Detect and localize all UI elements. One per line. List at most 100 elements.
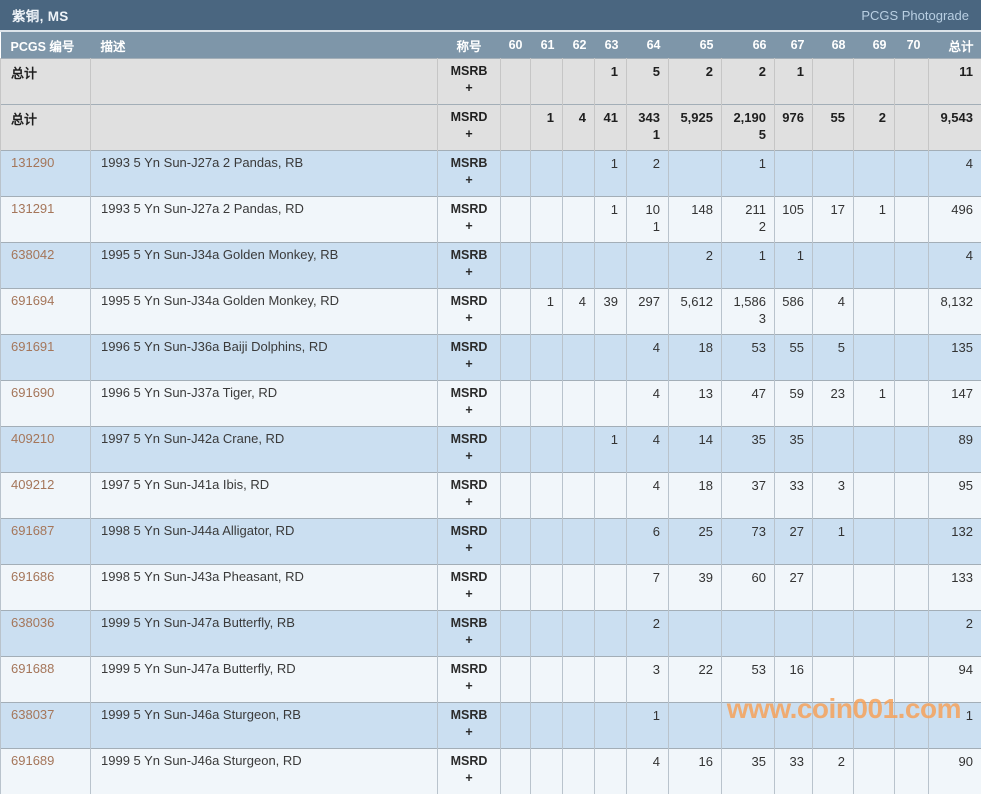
coin-description: 1999 5 Yn Sun-J46a Sturgeon, RB: [91, 703, 438, 749]
grade-63-count: 1: [595, 151, 627, 197]
grade-66-count: 35: [722, 749, 775, 794]
grade-67-count: [775, 611, 813, 657]
grade-62-count: [563, 243, 595, 289]
row-total: 95: [929, 473, 981, 519]
designation-cell: MSRD+: [438, 565, 501, 611]
grade-67-count: 27: [775, 565, 813, 611]
designation-cell: MSRD+: [438, 381, 501, 427]
grade-60-count: [501, 59, 531, 105]
grade-68-count: [813, 657, 854, 703]
grade-63-count: 1: [595, 197, 627, 243]
grade-63-count: [595, 611, 627, 657]
grade-69-count: [854, 289, 895, 335]
grade-68-count: 2: [813, 749, 854, 794]
grade-68-count: 17: [813, 197, 854, 243]
column-header-61: 61: [531, 32, 563, 59]
grade-64-count: 3: [627, 657, 669, 703]
grade-61-count: [531, 473, 563, 519]
pcgs-number-link[interactable]: 691687: [11, 523, 54, 538]
column-header-67: 67: [775, 32, 813, 59]
pcgs-number-link[interactable]: 691689: [11, 753, 54, 768]
grade-68-count: 5: [813, 335, 854, 381]
grade-61-count: [531, 243, 563, 289]
grade-67-count: [775, 151, 813, 197]
grade-68-count: [813, 427, 854, 473]
grade-69-count: [854, 151, 895, 197]
grade-61-count: [531, 611, 563, 657]
pcgs-number-link[interactable]: 131290: [11, 155, 54, 170]
total-row-label: 总计: [1, 105, 91, 151]
pcgs-number-link[interactable]: 638036: [11, 615, 54, 630]
designation-cell: MSRB+: [438, 703, 501, 749]
grade-70-count: [895, 427, 929, 473]
designation-cell: MSRD+: [438, 749, 501, 794]
row-total: 135: [929, 335, 981, 381]
grade-70-count: [895, 105, 929, 151]
grade-61-count: [531, 565, 563, 611]
row-total: 89: [929, 427, 981, 473]
pcgs-number-link[interactable]: 131291: [11, 201, 54, 216]
grade-61-count: [531, 151, 563, 197]
grade-66-count: [722, 611, 775, 657]
pcgs-number-link[interactable]: 691690: [11, 385, 54, 400]
grade-68-count: 1: [813, 519, 854, 565]
grade-63-count: [595, 657, 627, 703]
designation-cell: MSRB+: [438, 151, 501, 197]
row-total: 4: [929, 243, 981, 289]
column-header-60: 60: [501, 32, 531, 59]
grade-70-count: [895, 151, 929, 197]
pcgs-number-link[interactable]: 691694: [11, 293, 54, 308]
grade-70-count: [895, 657, 929, 703]
grade-64-count: 297: [627, 289, 669, 335]
grade-64-count: 4: [627, 381, 669, 427]
row-total: 8,132: [929, 289, 981, 335]
pcgs-number-cell: 409212: [1, 473, 91, 519]
pcgs-number-link[interactable]: 638037: [11, 707, 54, 722]
photograde-link[interactable]: PCGS Photograde: [861, 8, 969, 23]
designation-cell: MSRD+: [438, 519, 501, 565]
grade-66-count: 37: [722, 473, 775, 519]
pcgs-number-cell: 691690: [1, 381, 91, 427]
grade-66-count: 60: [722, 565, 775, 611]
pcgs-number-cell: 691686: [1, 565, 91, 611]
column-header-65: 65: [669, 32, 722, 59]
coin-description: [91, 59, 438, 105]
grade-60-count: [501, 519, 531, 565]
grade-60-count: [501, 197, 531, 243]
pcgs-number-link[interactable]: 691688: [11, 661, 54, 676]
grade-64-count: 4: [627, 335, 669, 381]
grade-62-count: [563, 151, 595, 197]
grade-62-count: [563, 657, 595, 703]
grade-69-count: [854, 565, 895, 611]
designation-cell: MSRB+: [438, 59, 501, 105]
grade-61-count: [531, 59, 563, 105]
grade-64-count: 4: [627, 473, 669, 519]
grade-70-count: [895, 565, 929, 611]
coin-description: 1993 5 Yn Sun-J27a 2 Pandas, RD: [91, 197, 438, 243]
grade-63-count: [595, 749, 627, 794]
pcgs-number-cell: 409210: [1, 427, 91, 473]
grade-60-count: [501, 105, 531, 151]
pcgs-number-link[interactable]: 638042: [11, 247, 54, 262]
row-total: 147: [929, 381, 981, 427]
pcgs-number-link[interactable]: 409212: [11, 477, 54, 492]
grade-60-count: [501, 243, 531, 289]
grade-66-count: 53: [722, 657, 775, 703]
grade-69-count: [854, 243, 895, 289]
row-total: 1: [929, 703, 981, 749]
pcgs-number-cell: 691694: [1, 289, 91, 335]
grade-61-count: 1: [531, 289, 563, 335]
pcgs-number-link[interactable]: 691691: [11, 339, 54, 354]
grade-69-count: [854, 473, 895, 519]
pcgs-number-link[interactable]: 691686: [11, 569, 54, 584]
pcgs-number-link[interactable]: 409210: [11, 431, 54, 446]
grade-60-count: [501, 289, 531, 335]
grade-66-count: 1: [722, 243, 775, 289]
coin-description: 1998 5 Yn Sun-J43a Pheasant, RD: [91, 565, 438, 611]
row-total: 4: [929, 151, 981, 197]
